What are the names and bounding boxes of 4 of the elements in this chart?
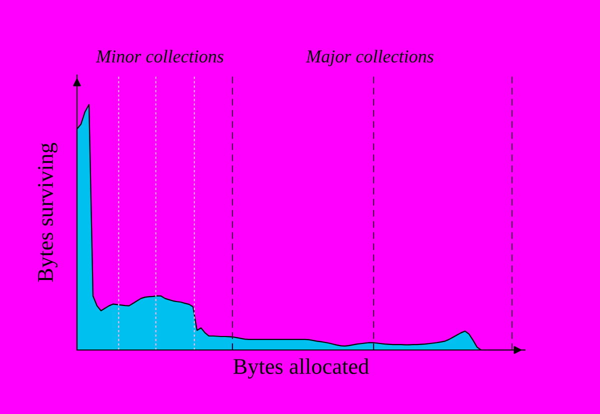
y-axis-title: Bytes surviving (38, 142, 58, 282)
text: Minor collections (96, 50, 224, 63)
text: Major collections (306, 50, 434, 66)
x-axis-title: Bytes allocated (233, 358, 369, 379)
